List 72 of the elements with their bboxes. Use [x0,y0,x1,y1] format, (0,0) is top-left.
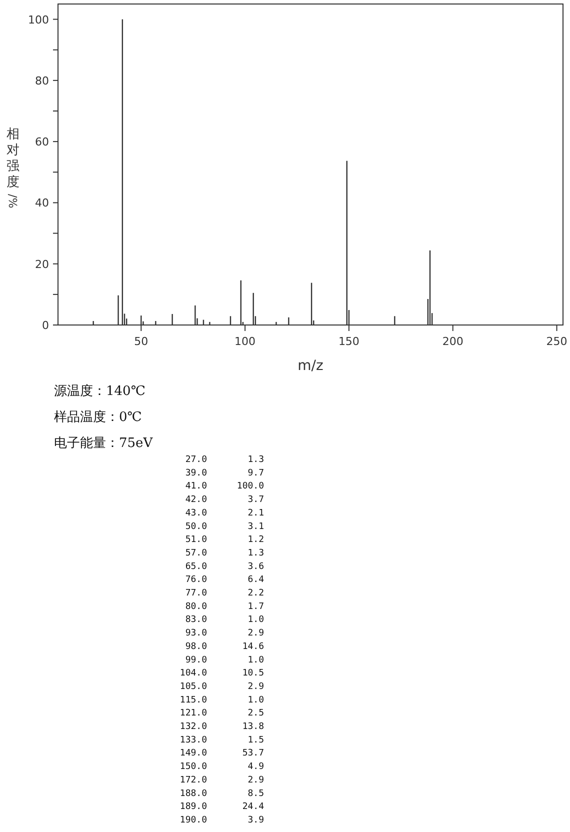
text: 80.0 [185,602,207,612]
text: 1.5 [248,735,264,746]
x-tick-label: 200 [442,335,464,348]
text: 41.0 [185,482,207,492]
text: 132.0 [180,722,207,732]
x-tick-label: 150 [338,335,360,348]
text: 39.0 [185,468,207,478]
text: 2.9 [248,775,264,786]
text: 24.4 [242,802,264,812]
text: 电子能量：75eV [54,436,154,451]
text: 83.0 [185,615,207,626]
text: 77.0 [185,588,207,598]
text: 3.7 [248,495,264,506]
y-tick-label: 20 [35,258,49,271]
x-tick-label: 250 [546,335,568,348]
text: 51.0 [185,535,207,546]
text: 27.0 [185,455,207,465]
text: 57.0 [185,548,207,558]
text: 100.0 [236,482,264,492]
text: 3.6 [248,562,264,572]
text: 65.0 [185,562,207,572]
y-tick-label: 80 [35,74,49,88]
text: 189.0 [180,802,207,812]
text: 133.0 [180,735,207,746]
text: 50.0 [185,522,207,532]
text: 150.0 [180,762,207,772]
text: 1.2 [248,535,264,546]
text: 1.3 [248,548,264,558]
text: 2.1 [248,508,264,518]
text: 14.6 [242,642,264,652]
text: 2.2 [248,588,264,598]
x-tick-label: 100 [234,335,256,348]
text: 3.1 [248,522,264,532]
text: 2.9 [248,628,264,639]
text: 8.5 [248,788,264,799]
text: 1.7 [248,602,264,612]
text: 53.7 [242,748,264,759]
y-tick-label: 60 [35,136,49,149]
text: 4.9 [248,762,264,772]
text: 13.8 [242,722,264,732]
text: 3.9 [248,815,264,826]
text: 93.0 [185,628,207,639]
text: 2.5 [248,708,264,719]
text: 149.0 [180,748,207,759]
text: 1.0 [248,655,264,666]
text: 1.3 [248,455,264,465]
text: 1.0 [248,695,264,706]
text: 9.7 [248,468,264,478]
text: 样品温度：0℃ [54,409,142,425]
text: 源温度：140℃ [54,383,146,399]
text: 188.0 [180,788,207,799]
x-axis-title: m/z [298,358,324,374]
text: 121.0 [180,708,207,719]
text: 1.0 [248,615,264,626]
text: 104.0 [180,668,207,679]
x-tick-label: 50 [134,335,148,348]
text: 43.0 [185,508,207,518]
text: 2.9 [248,682,264,692]
y-tick-label: 40 [35,196,49,210]
text: 190.0 [180,815,207,826]
text: 105.0 [180,682,207,692]
text: 10.5 [242,668,264,679]
text: 42.0 [185,495,207,506]
text: 99.0 [185,655,207,666]
y-tick-label: 0 [42,319,49,332]
text: 76.0 [185,575,207,586]
text: 172.0 [180,775,207,786]
ylabel: 相对强度/% [6,127,20,208]
y-tick-label: 100 [28,13,49,26]
text: 115.0 [180,695,207,706]
text: 6.4 [248,575,264,586]
text: 98.0 [185,642,207,652]
